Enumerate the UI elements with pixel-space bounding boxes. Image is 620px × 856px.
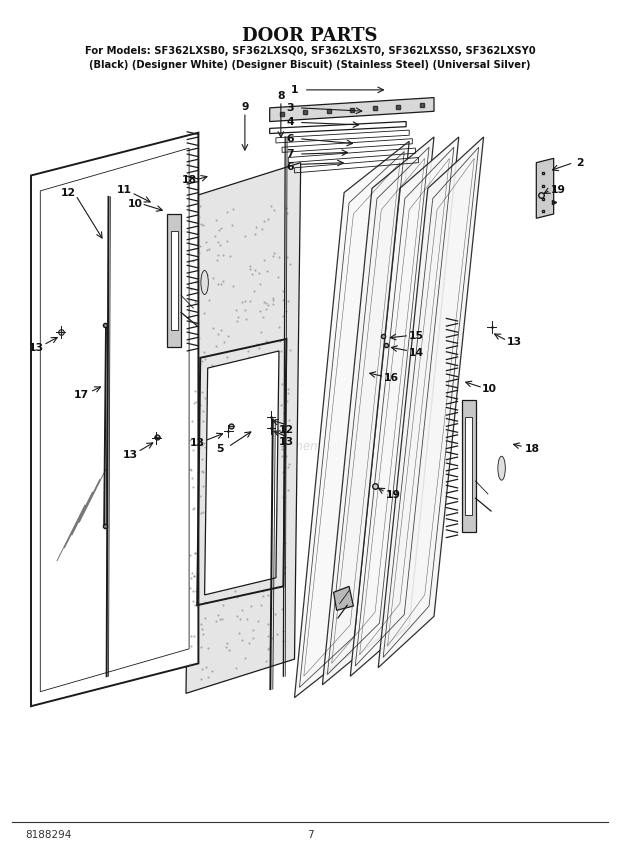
Polygon shape [294, 141, 409, 698]
Text: 13: 13 [279, 437, 294, 447]
Text: 9: 9 [241, 102, 249, 112]
Polygon shape [270, 98, 434, 122]
Text: 10: 10 [482, 384, 497, 395]
Text: 7: 7 [286, 149, 294, 159]
Text: 13: 13 [29, 342, 43, 353]
Text: eReplacementParts.com: eReplacementParts.com [238, 440, 382, 454]
Polygon shape [186, 163, 301, 693]
Text: 1: 1 [291, 85, 298, 95]
Text: 11: 11 [117, 185, 131, 195]
Text: 4: 4 [286, 117, 294, 128]
Text: 12: 12 [279, 425, 294, 435]
Ellipse shape [201, 270, 208, 294]
Text: 3: 3 [286, 103, 294, 113]
Text: 18: 18 [525, 444, 539, 455]
Text: 6: 6 [286, 134, 294, 144]
Text: 13: 13 [190, 438, 205, 449]
Bar [167, 214, 181, 347]
Text: 8188294: 8188294 [25, 829, 71, 840]
Text: 17: 17 [74, 390, 89, 401]
Text: 5: 5 [216, 444, 224, 455]
Text: 8: 8 [277, 91, 285, 101]
Ellipse shape [498, 456, 505, 480]
Polygon shape [205, 351, 279, 595]
Text: 16: 16 [384, 373, 399, 383]
Text: 15: 15 [409, 330, 424, 341]
Polygon shape [378, 137, 484, 668]
Text: 19: 19 [386, 490, 401, 500]
Text: DOOR PARTS: DOOR PARTS [242, 27, 378, 45]
Polygon shape [536, 158, 554, 218]
Text: 6: 6 [286, 162, 294, 172]
Text: 14: 14 [409, 348, 424, 358]
Text: 19: 19 [551, 185, 565, 195]
Polygon shape [322, 137, 434, 685]
Bar [465, 417, 472, 515]
Polygon shape [31, 133, 198, 706]
Bar [462, 400, 476, 532]
Bar [170, 231, 178, 330]
Polygon shape [350, 137, 459, 676]
Text: 7: 7 [307, 829, 313, 840]
Text: (Black) (Designer White) (Designer Biscuit) (Stainless Steel) (Universal Silver): (Black) (Designer White) (Designer Biscu… [89, 60, 531, 70]
Text: 2: 2 [576, 158, 583, 168]
Text: 13: 13 [507, 337, 522, 348]
Text: 13: 13 [123, 450, 138, 461]
Text: 10: 10 [128, 199, 143, 209]
Text: 12: 12 [61, 187, 76, 198]
Text: For Models: SF362LXSB0, SF362LXSQ0, SF362LXST0, SF362LXSS0, SF362LXSY0: For Models: SF362LXSB0, SF362LXSQ0, SF36… [85, 46, 535, 56]
Polygon shape [334, 586, 353, 610]
Text: 18: 18 [182, 175, 197, 185]
